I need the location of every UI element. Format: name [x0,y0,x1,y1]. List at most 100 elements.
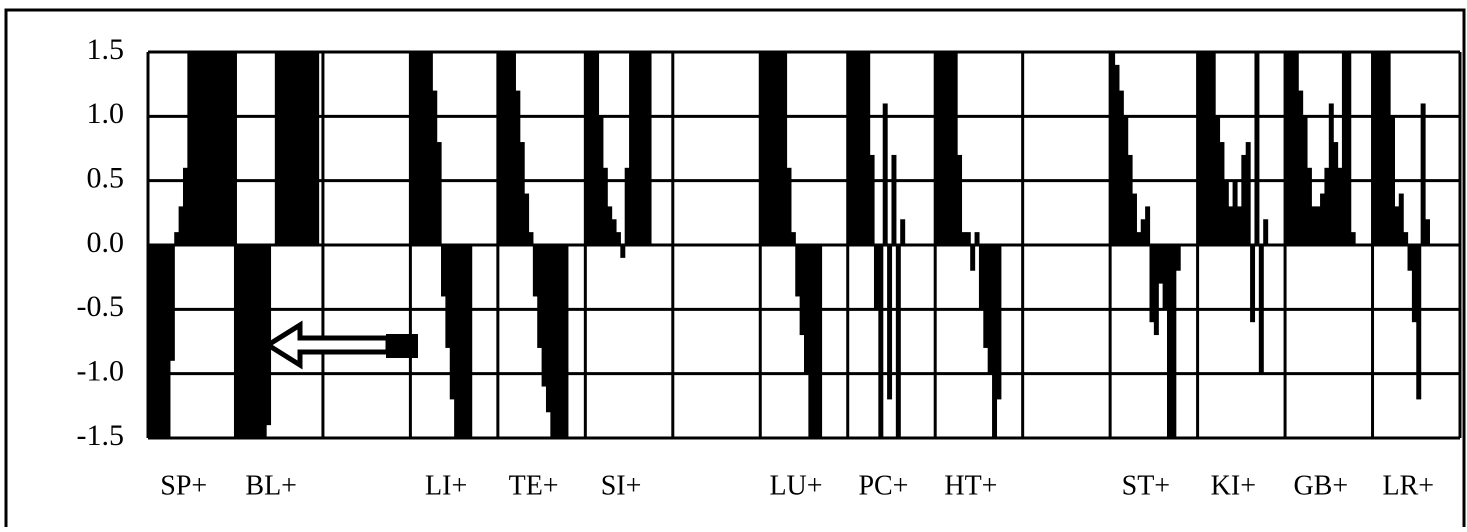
bar [528,232,533,245]
bar [1145,206,1150,245]
bar [778,52,783,245]
x-tick-label: GB+ [1293,470,1348,501]
bar [1163,245,1168,309]
bar [1329,103,1334,245]
bar [249,245,254,438]
bar [459,245,464,438]
bar [533,245,538,296]
bar [507,52,512,245]
bar [1425,219,1430,245]
bar [428,52,433,245]
bar [769,52,774,245]
bar [450,245,455,399]
bar [542,245,547,387]
bar [1167,245,1172,438]
bar [1394,206,1399,245]
bar [961,232,966,245]
bar [1289,52,1294,245]
bar [966,232,971,245]
bar [1237,206,1242,245]
bar [1316,206,1321,245]
bar [1333,142,1338,245]
x-tick-label: KI+ [1211,470,1256,501]
bar [1128,155,1133,245]
bar [244,245,249,438]
bar [305,52,310,245]
bar [607,206,612,245]
bar [1115,65,1120,245]
y-tick-label: 1.5 [87,33,125,66]
x-tick-label: HT+ [944,470,997,501]
bar [165,245,170,438]
bar [1202,52,1207,245]
bar [852,52,857,245]
bar [808,245,813,438]
bar [1346,52,1351,245]
bar [515,91,520,245]
bar [975,232,980,245]
bar [279,52,284,245]
bar [1254,52,1259,245]
bar [445,245,450,348]
bar [953,52,958,245]
bar [1228,206,1233,245]
bar [1342,52,1347,245]
bar [896,245,901,438]
bar [1224,181,1229,245]
bar [633,52,638,245]
x-tick-label: BL+ [245,470,297,501]
bar [218,52,223,245]
bar [240,245,245,438]
bar [1119,91,1124,245]
y-tick-label: 0.5 [87,162,125,195]
bar [800,245,805,335]
bar [1421,103,1426,245]
bar [629,52,634,245]
bar [883,103,888,245]
bar [642,52,647,245]
bar [782,52,787,245]
x-tick-label: LU+ [769,470,822,501]
x-tick-label: LR+ [1382,470,1434,501]
bar [1263,219,1268,245]
y-tick-label: -0.5 [77,290,125,323]
bar [878,245,883,438]
bar [222,52,227,245]
x-tick-label: ST+ [1122,470,1170,501]
bar [292,52,297,245]
bar [1241,155,1246,245]
bar [437,142,442,245]
x-tick-label: TE+ [509,470,559,501]
bar [1158,245,1163,284]
bar [874,245,879,309]
bar [200,52,205,245]
bar [620,245,625,258]
bar [314,52,319,245]
bar [179,206,184,245]
x-tick-label: PC+ [858,470,908,501]
bar [524,194,529,245]
bar [996,245,1001,399]
bar [992,245,997,438]
bar [957,155,962,245]
bar [563,245,568,438]
bar [288,52,293,245]
bar [944,52,949,245]
bar [940,52,945,245]
bar [1154,245,1159,335]
bar [1176,245,1181,271]
bar [1141,219,1146,245]
bar [284,52,289,245]
bar [454,245,459,438]
bar [1377,52,1382,245]
bar [157,245,162,438]
bar [612,219,617,245]
y-tick-label: 1.0 [87,97,125,130]
bar [1320,194,1325,245]
bar [559,245,564,438]
y-tick-label: -1.0 [77,355,125,388]
bar [555,245,560,438]
bar [616,232,621,245]
bar [887,245,892,399]
